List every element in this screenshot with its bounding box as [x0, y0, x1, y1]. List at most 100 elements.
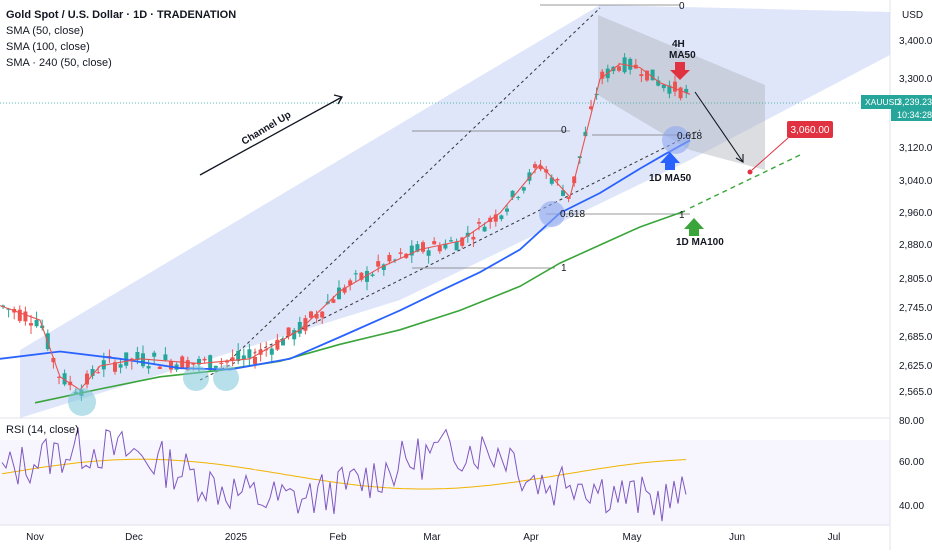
candle-body — [320, 311, 325, 318]
candle-body — [337, 287, 341, 300]
candle-body — [398, 252, 403, 254]
up-arrow-icon — [684, 218, 704, 236]
indicator-sma240[interactable]: SMA · 240 (50, close) — [6, 57, 112, 69]
candle-body — [505, 208, 509, 212]
indicator-sma100[interactable]: SMA (100, close) — [6, 41, 90, 53]
rsi-tick-label: 60.00 — [899, 457, 924, 468]
time-tick-label: 2025 — [225, 532, 248, 543]
candle-body — [499, 215, 504, 220]
target-dot — [747, 169, 753, 175]
candle-body — [269, 348, 274, 355]
candle-body — [309, 311, 313, 318]
candle-body — [437, 245, 442, 252]
last-price-badge[interactable] — [861, 95, 932, 109]
candle-body — [673, 81, 677, 92]
rsi-band — [0, 440, 890, 525]
countdown-value: 10:34:28 — [897, 110, 932, 120]
down-arrow-icon — [670, 62, 690, 80]
candle-body — [650, 69, 655, 81]
candle-body — [454, 241, 459, 251]
candle-body — [241, 355, 246, 360]
candle-body — [684, 88, 689, 93]
fib-label: 1 — [561, 263, 567, 274]
indicator-sma50[interactable]: SMA (50, close) — [6, 25, 84, 37]
candle-body — [141, 353, 145, 367]
candle-body — [533, 164, 537, 168]
support-circle — [213, 365, 239, 391]
ma50-1d-label: 1D MA50 — [649, 173, 692, 184]
candle-body — [421, 242, 425, 252]
candle-body — [465, 232, 470, 237]
candle-body — [426, 250, 431, 256]
candle-body — [247, 349, 252, 358]
projection-arrow — [694, 91, 744, 163]
candle-body — [146, 366, 151, 369]
candle-body — [281, 339, 285, 346]
candles — [1, 53, 689, 402]
target-label: 3,060.00 — [791, 125, 830, 136]
rsi-label[interactable]: RSI (14, close) — [6, 424, 79, 436]
candle-body — [561, 190, 565, 196]
rsi-ticks: 80.00 60.00 40.00 — [899, 416, 924, 512]
candle-body — [359, 272, 364, 280]
fib-label: 0.618 — [560, 209, 585, 220]
price-tick-label: 2,745.00 — [899, 303, 932, 314]
candle-body — [275, 339, 280, 350]
candle-body — [516, 196, 521, 198]
price-tick-label: 2,805.00 — [899, 274, 932, 285]
time-tick-label: Jun — [729, 532, 745, 543]
candle-body — [365, 271, 369, 282]
price-tick-label: 3,120.00 — [899, 143, 932, 154]
price-tick-label: 2,565.00 — [899, 387, 932, 398]
price-tick-label: 2,625.00 — [899, 361, 932, 372]
last-price-value: 3,239.23 — [897, 97, 932, 107]
candle-body — [202, 358, 207, 361]
candle-body — [538, 165, 543, 170]
price-tick-label: 3,400.00 — [899, 36, 932, 47]
candle-body — [163, 354, 168, 361]
candle-body — [482, 226, 487, 232]
candle-body — [157, 366, 162, 369]
candle-body — [667, 85, 672, 94]
target-leader — [751, 137, 789, 171]
fib-label: 0.618 — [677, 131, 702, 142]
rsi-tick-label: 80.00 — [899, 416, 924, 427]
candle-body — [678, 87, 683, 99]
candle-body — [292, 330, 297, 340]
rsi-tick-label: 40.00 — [899, 501, 924, 512]
candle-body — [409, 245, 414, 256]
ma50-4h-label-line2: MA50 — [669, 50, 696, 61]
candle-body — [617, 66, 621, 71]
candle-body — [510, 190, 515, 198]
dashed-trendline-upper — [229, 7, 601, 361]
ma100-1d-label: 1D MA100 — [676, 237, 724, 248]
candle-body — [387, 255, 392, 262]
support-circle — [662, 126, 690, 154]
countdown-badge — [891, 109, 932, 121]
candle-body — [62, 373, 67, 385]
candle-body — [449, 240, 453, 242]
candle-body — [152, 352, 157, 357]
time-tick-label: Dec — [125, 532, 143, 543]
channel-arrow-head — [333, 94, 343, 105]
ma100-projection — [689, 154, 801, 209]
time-tick-label: Mar — [423, 532, 441, 543]
time-tick-label: Nov — [26, 532, 44, 543]
channel-up-band — [20, 5, 890, 418]
candle-body — [493, 214, 498, 222]
time-tick-label: Apr — [523, 532, 539, 543]
ma50-4h-label-line1: 4H — [672, 39, 685, 50]
candle-body — [661, 84, 666, 89]
candle-body — [34, 319, 39, 327]
time-ticks: Nov Dec 2025 Feb Mar Apr May Jun Jul — [26, 532, 840, 543]
candle-body — [219, 362, 224, 364]
up-arrow-icon — [660, 152, 680, 170]
fib-label: 1 — [679, 210, 685, 221]
rsi-ma-line — [1, 458, 687, 490]
candle-body — [57, 376, 61, 378]
ma50-1d-line — [0, 139, 691, 371]
price-tick-label: 3,040.00 — [899, 176, 932, 187]
price-tick-label: 3,300.00 — [899, 74, 932, 85]
